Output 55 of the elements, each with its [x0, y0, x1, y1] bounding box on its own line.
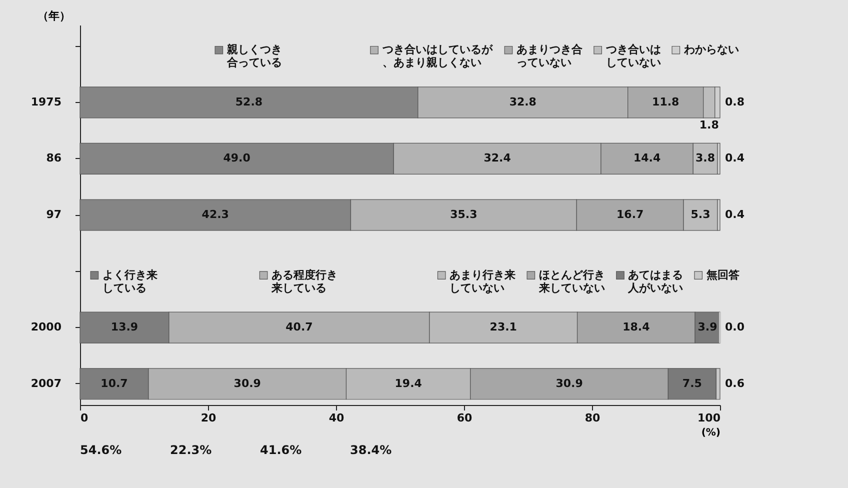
- legend-label: ほとんど行き来していない: [538, 268, 605, 294]
- data-label: 3.9: [698, 320, 718, 334]
- text: 22.3%: [170, 443, 212, 457]
- x-tick-label: 20: [200, 412, 216, 424]
- data-label: 42.3: [202, 208, 229, 221]
- data-label: 16.7: [616, 208, 644, 221]
- data-label: 18.4: [622, 320, 650, 334]
- data-label: 5.3: [690, 208, 710, 221]
- legend-label: ある程度行き来している: [270, 268, 338, 294]
- x-tick-label: 60: [456, 412, 472, 424]
- data-label: 0.0: [725, 320, 745, 334]
- data-label: 49.0: [223, 152, 251, 165]
- data-label: 1.8: [699, 118, 719, 132]
- y-axis-title: （年）: [38, 10, 70, 22]
- text: 54.6%: [80, 443, 122, 457]
- data-label: 0.4: [725, 208, 745, 221]
- y-tick-label: 97: [46, 208, 62, 221]
- y-tick-label: 2007: [30, 376, 62, 390]
- legend-label: あまりつき合っていない: [516, 43, 584, 70]
- legend-label: つき合いはしているが、あまり親しくない: [381, 43, 494, 70]
- data-label: 30.9: [234, 376, 261, 390]
- x-axis-title: (%): [701, 428, 720, 438]
- data-label: 35.3: [450, 208, 478, 221]
- data-label: 3.8: [696, 152, 716, 165]
- y-tick-label: 86: [46, 152, 62, 165]
- legend-label: 無回答: [705, 268, 740, 282]
- data-label: 10.7: [100, 376, 128, 390]
- data-label: 11.8: [652, 95, 680, 108]
- legend-label: よく行き来している: [102, 268, 158, 294]
- y-tick-label: 2000: [30, 320, 62, 334]
- y-tick-label: 1975: [30, 95, 62, 108]
- data-label: 30.9: [556, 376, 583, 390]
- data-label: 14.4: [633, 152, 661, 165]
- legend-label: 親しくつき合っている: [226, 43, 282, 70]
- legend-label: あてはまる人がいない: [627, 268, 684, 294]
- legend-label: つき合いはしていない: [604, 43, 661, 70]
- x-tick-label: 40: [328, 412, 344, 424]
- data-label: 52.8: [235, 95, 263, 108]
- data-label: 32.4: [484, 152, 512, 165]
- data-label: 32.8: [509, 95, 536, 108]
- data-label: 0.6: [725, 376, 745, 390]
- data-label: 7.5: [682, 376, 702, 390]
- data-label: 0.4: [725, 152, 745, 165]
- legend-label: わからない: [682, 43, 739, 56]
- data-label: 19.4: [394, 376, 422, 390]
- legend-label: あまり行き来していない: [450, 268, 516, 294]
- data-label: 23.1: [490, 320, 517, 334]
- data-label: 0.8: [725, 95, 744, 108]
- x-tick-label: 0: [80, 412, 88, 424]
- x-tick-label: 100: [698, 412, 721, 424]
- data-label: 40.7: [286, 320, 313, 334]
- x-tick-label: 80: [584, 412, 600, 424]
- data-label: 13.9: [110, 320, 138, 334]
- text: 38.4%: [350, 443, 392, 457]
- text: 41.6%: [260, 443, 302, 457]
